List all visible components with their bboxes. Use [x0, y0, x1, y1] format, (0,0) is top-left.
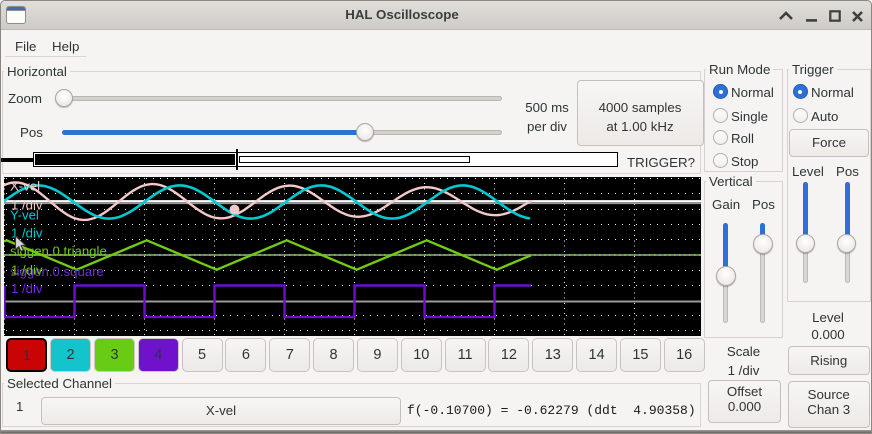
- svg-text:1 /div: 1 /div: [11, 263, 43, 278]
- svg-text:siggen.0.square: siggen.0.square: [10, 264, 104, 279]
- svg-text:1 /div: 1 /div: [11, 198, 43, 213]
- svg-text:siggen.0.triangle: siggen.0.triangle: [10, 244, 107, 259]
- svg-text:Y-vel: Y-vel: [10, 208, 39, 223]
- svg-text:1 /div: 1 /div: [11, 281, 43, 296]
- svg-text:1 /div: 1 /div: [11, 226, 43, 241]
- svg-text:X-vel: X-vel: [10, 179, 40, 194]
